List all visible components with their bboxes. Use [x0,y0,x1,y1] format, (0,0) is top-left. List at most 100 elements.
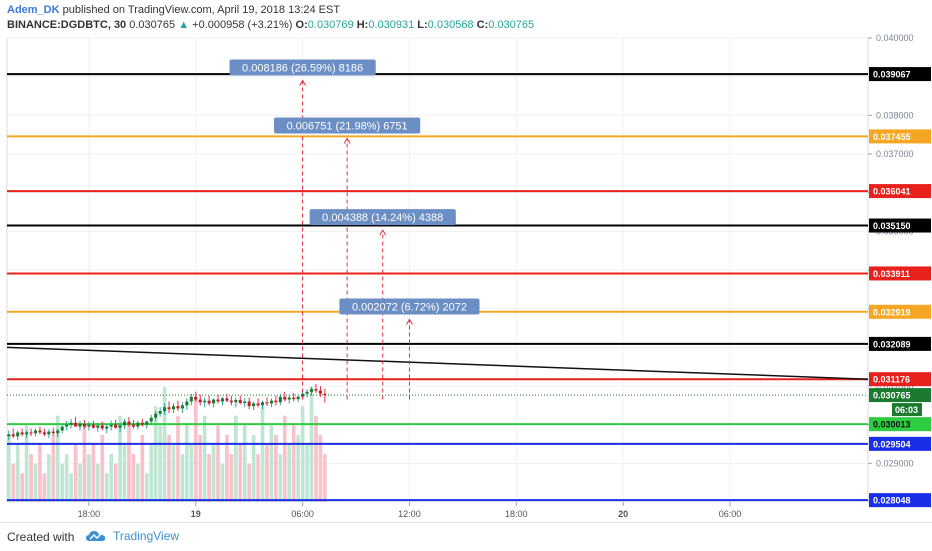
volume-bar [47,454,51,502]
level-price-tag [869,218,931,233]
x-tick-label: 20 [618,509,628,519]
volume-bar [78,463,82,502]
volume-bar [323,454,327,502]
volume-bar [274,434,278,502]
close-value: 0.030765 [488,19,535,31]
volume-bar [11,463,16,502]
volume-bar [15,444,20,502]
volume-bar [180,454,185,502]
volume-bar [82,425,87,502]
candle-body [225,398,229,401]
measure-arrowhead [379,229,387,236]
low-value: 0.030568 [427,19,474,31]
high-value: 0.030931 [368,19,415,31]
tradingview-cloud-icon [86,531,106,541]
candle-body [78,423,82,427]
candle-body [7,434,11,437]
candle-body [136,422,140,427]
measure-label: 0.008186 (26.59%) 8186 [242,63,363,75]
candle-body [163,407,167,412]
volume-bar [278,454,283,502]
candle-body [38,430,42,433]
candle-body [234,399,238,403]
candle-body [256,403,260,406]
level-price-tag [869,417,931,432]
measure-label-box [339,298,480,315]
countdown-label: 06:03 [895,405,918,415]
candle-body [105,426,109,429]
volume-bar [207,454,211,502]
candle-body [100,425,104,429]
candle-body [154,413,158,418]
candle-body [140,422,144,425]
candle-body [220,398,225,402]
volume-bar [100,434,105,502]
level-price-label: 0.028048 [873,496,911,506]
candle-body [292,397,296,400]
candle-body [261,402,265,406]
level-price-tag [869,336,931,351]
volume-bar [229,454,234,502]
candle-body [145,421,149,425]
volume-bar [287,444,292,502]
volume-bar [140,434,145,502]
volume-bar [95,463,100,502]
candle-body [91,424,95,428]
candle-body [51,431,55,434]
volume-bar [64,454,69,502]
volume-bar [211,444,216,502]
candle-body [252,403,256,407]
tradingview-brand[interactable]: TradingView [85,529,179,543]
candle-body [20,432,24,435]
volume-bar [55,415,60,502]
open-value: 0.030769 [307,19,354,31]
candle-body [274,400,278,403]
high-label: H: [356,19,369,31]
volume-bar [189,444,194,502]
volume-bar [167,434,171,502]
candle-body [11,434,15,437]
volume-bar [69,473,73,502]
measure-label-box [229,59,376,76]
measure-arrowhead [299,79,307,86]
footer: Created with TradingView [0,522,932,551]
candle-body [203,400,207,403]
measure-arrowhead [343,137,351,144]
author-link[interactable]: Adem_DK [7,4,60,16]
trendline [6,346,869,380]
publish-info: Adem_DK published on TradingView.com, Ap… [7,4,340,16]
x-tick-label: 18:00 [78,509,101,519]
volume-bar [242,425,247,502]
volume-bar [42,473,47,502]
level-price-tag [869,436,931,451]
level-price-tag [869,372,931,387]
volume-bar [91,444,96,502]
volume-bar [38,444,42,502]
created-with-label: Created with [7,530,75,544]
volume-bar [300,406,305,502]
price-chart[interactable]: 0.0400000.0390000.0380000.0370000.036000… [0,0,932,522]
volume-bar [220,463,225,502]
candle-body [109,424,113,427]
volume-bar [51,434,56,502]
volume-bar [176,415,180,502]
candle-body [118,425,122,428]
candle-body [149,417,153,422]
candle-body [198,399,202,403]
y-tick-label: 0.040000 [876,33,914,43]
candle-body [42,432,46,435]
volume-bar [260,406,265,502]
ohlc-bar: BINANCE:DGDBTC, 30 0.030765 ▲ +0.000958 … [7,19,534,31]
level-price-label: 0.036041 [873,187,911,197]
candle-body [185,401,189,406]
candle-body [56,430,60,434]
volume-bar [33,463,38,502]
volume-bar [87,454,91,502]
volume-bar [60,463,65,502]
last-value: 0.030765 [129,19,176,31]
candle-body [216,399,220,402]
candle-body [318,390,322,394]
candle-body [207,400,211,404]
candle-body [82,423,86,427]
volume-bar [73,444,78,502]
